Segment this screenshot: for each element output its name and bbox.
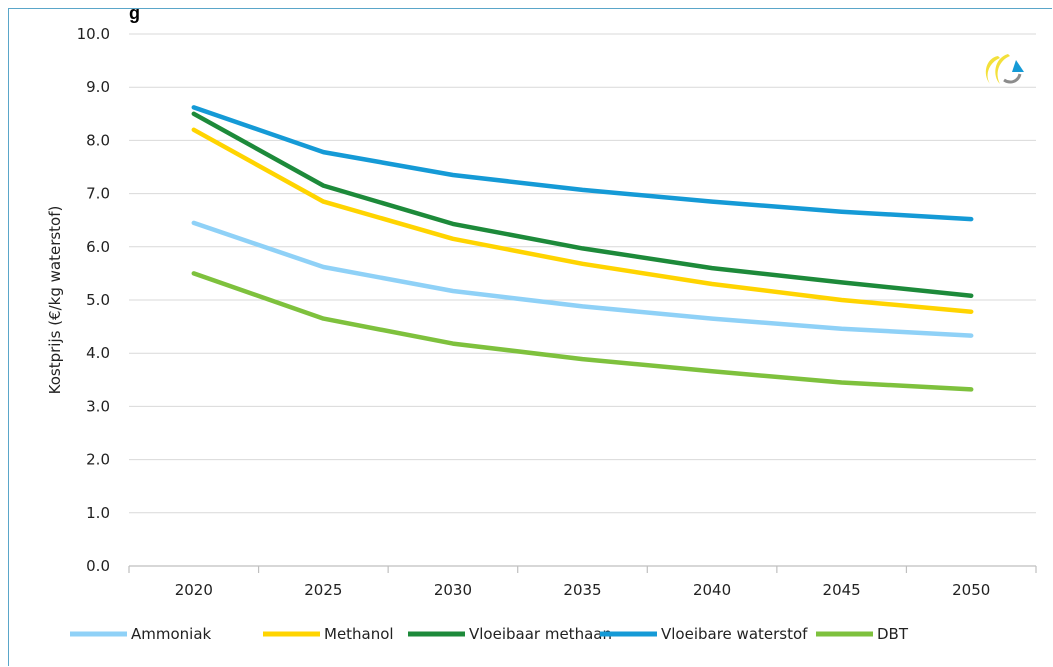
x-tick-label: 2020 xyxy=(175,581,213,599)
y-tick-label: 10.0 xyxy=(77,25,110,43)
legend-label: DBT xyxy=(877,625,909,643)
y-tick-label: 6.0 xyxy=(86,238,110,256)
series-lines xyxy=(191,105,974,392)
x-tick-label: 2050 xyxy=(952,581,990,599)
y-tick-label: 0.0 xyxy=(86,557,110,575)
y-tick-label: 1.0 xyxy=(86,504,110,522)
series-line-dbt xyxy=(191,271,974,392)
y-tick-label: 5.0 xyxy=(86,291,110,309)
legend: Ammoniak Methanol Vloeibaar methaan Vloeiba… xyxy=(70,625,909,643)
x-tick-label: 2040 xyxy=(693,581,731,599)
x-tick-label: 2035 xyxy=(563,581,601,599)
y-tick-label: 2.0 xyxy=(86,451,110,469)
chart-frame: g xyxy=(8,3,1052,666)
legend-label: Vloeibare waterstof xyxy=(661,625,808,643)
y-tick-label: 9.0 xyxy=(86,78,110,96)
x-tick-label: 2045 xyxy=(823,581,861,599)
x-axis: 2020 2025 2030 2035 2040 2045 2050 xyxy=(128,565,1037,599)
x-tick-label: 2030 xyxy=(434,581,472,599)
x-tick-label: 2025 xyxy=(304,581,342,599)
series-line-vloeibare-waterstof xyxy=(191,105,974,222)
header-fragment: g xyxy=(129,3,140,23)
y-tick-label: 7.0 xyxy=(86,185,110,203)
y-tick-label: 4.0 xyxy=(86,344,110,362)
series-line-methanol xyxy=(191,127,974,314)
y-tick-label: 8.0 xyxy=(86,131,110,149)
legend-label: Methanol xyxy=(324,625,394,643)
y-tick-label: 3.0 xyxy=(86,397,110,415)
y-axis-label: Kostprijs (€/kg waterstof) xyxy=(46,206,64,395)
y-tick-labels: 0.0 1.0 2.0 3.0 4.0 5.0 6.0 7.0 8.0 9.0 10.0 xyxy=(77,25,110,575)
series-line-ammoniak xyxy=(191,220,974,338)
grid-lines xyxy=(129,33,1036,514)
ce-delft-logo-icon xyxy=(985,54,1024,84)
legend-label: Vloeibaar methaan xyxy=(469,625,612,643)
legend-label: Ammoniak xyxy=(131,625,212,643)
series-line-vloeibaar-methaan xyxy=(191,111,974,298)
